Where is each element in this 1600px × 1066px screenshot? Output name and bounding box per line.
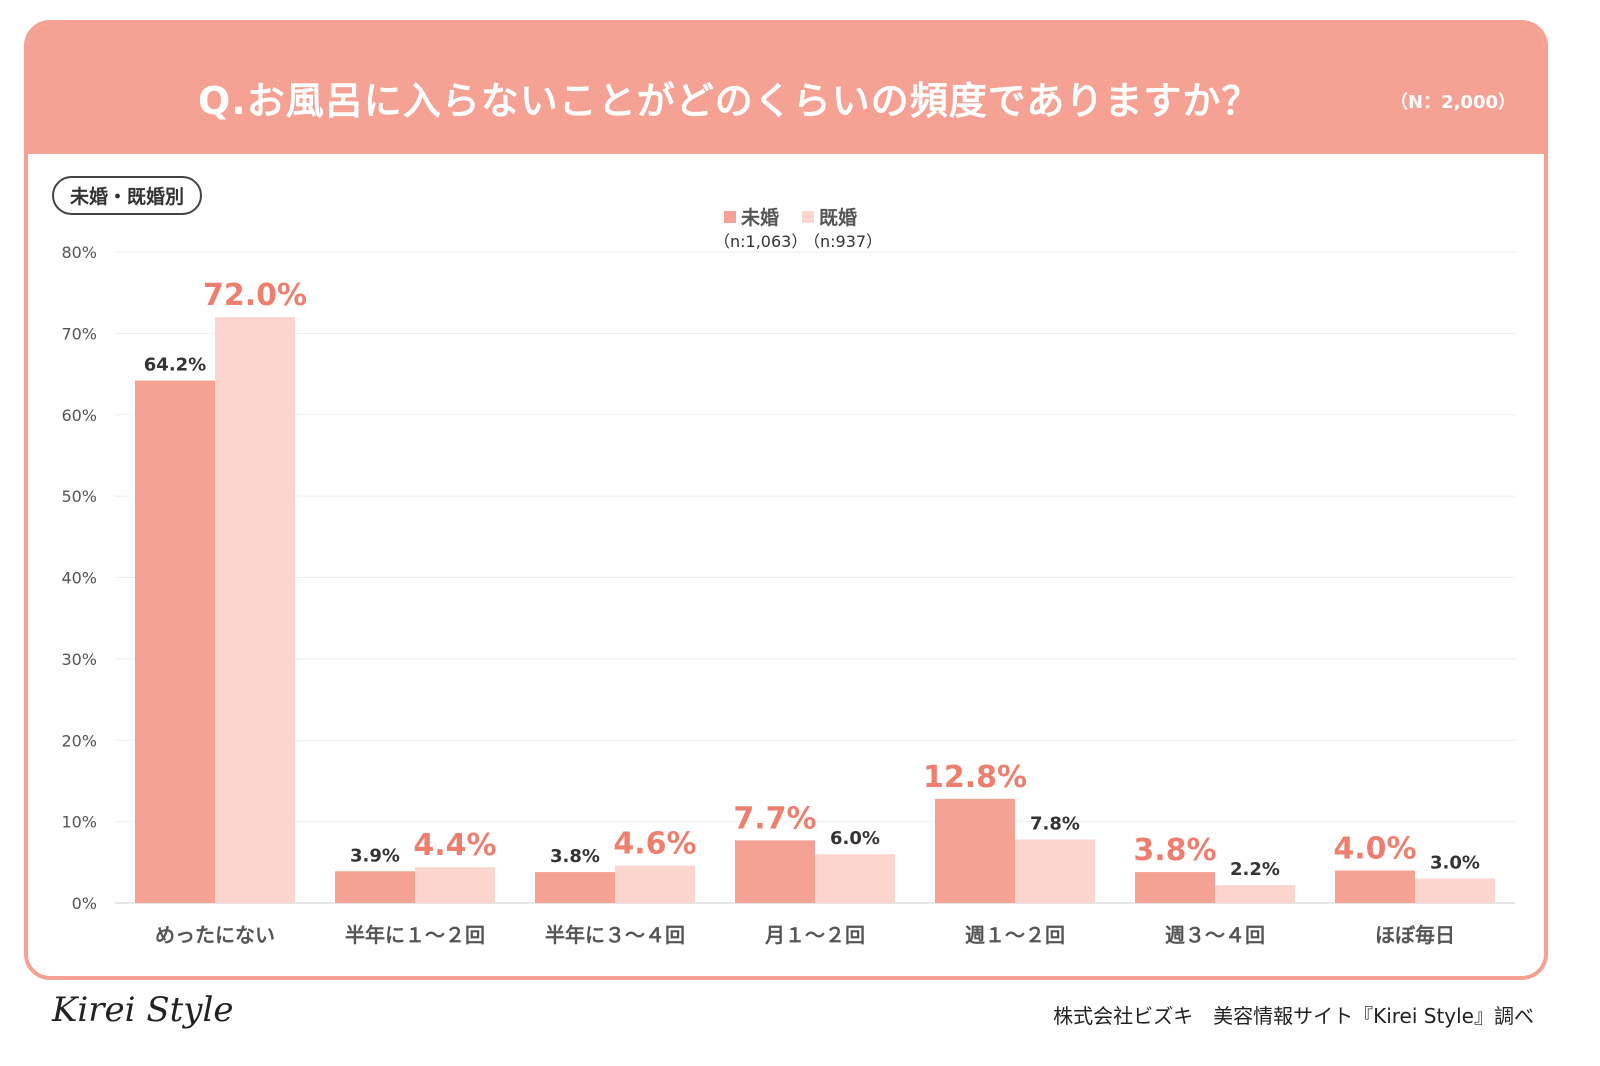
bar-unmarried (1135, 872, 1215, 903)
bar-married (215, 317, 295, 904)
segment-badge: 未婚・既婚別 (52, 176, 203, 215)
y-tick-label: 30% (61, 650, 97, 669)
x-tick-label: ほぼ毎日 (1375, 923, 1455, 947)
data-label: 4.0% (1333, 831, 1416, 866)
data-label: 3.9% (350, 845, 400, 866)
data-label: 72.0% (203, 278, 307, 313)
y-tick-label: 60% (61, 406, 97, 425)
data-label: 7.7% (733, 801, 816, 836)
y-tick-label: 70% (61, 324, 97, 343)
data-label: 2.2% (1230, 859, 1280, 880)
y-tick-label: 50% (61, 487, 97, 506)
kirei-style-logo: Kirei Style (52, 990, 234, 1030)
y-tick-label: 0% (72, 894, 97, 913)
data-label: 4.4% (413, 828, 496, 863)
data-label: 3.8% (1133, 833, 1216, 868)
legend-n: （n:1,063） (714, 232, 807, 251)
data-label: 6.0% (830, 828, 880, 849)
x-tick-label: 半年に１～２回 (345, 923, 485, 947)
y-tick-label: 40% (61, 569, 97, 588)
header-banner: Q.お風呂に入らないことがどのくらいの頻度でありますか？ （N：2,000） (28, 24, 1544, 154)
x-tick-label: 週３～４回 (1165, 923, 1265, 947)
bar-married (1415, 878, 1495, 903)
bar-unmarried (735, 840, 815, 903)
bar-married (1015, 839, 1095, 903)
legend-label: 未婚 (740, 206, 779, 229)
x-tick-label: 月１～２回 (764, 923, 865, 947)
source-credit: 株式会社ビズキ 美容情報サイト『Kirei Style』調べ (1053, 1004, 1534, 1028)
legend-label: 既婚 (819, 206, 857, 229)
bar-unmarried (335, 871, 415, 903)
y-tick-label: 80% (61, 243, 97, 262)
sample-size: （N：2,000） (1390, 92, 1516, 113)
bar-unmarried (935, 798, 1015, 903)
bar-married (815, 854, 895, 903)
data-label: 7.8% (1030, 814, 1080, 835)
bar-unmarried (1335, 870, 1415, 903)
y-tick-label: 20% (61, 731, 97, 750)
legend-swatch (802, 211, 814, 223)
data-label: 4.6% (613, 827, 696, 862)
bar-married (615, 865, 695, 903)
y-tick-label: 10% (61, 813, 97, 832)
legend-n: （n:937） (804, 232, 882, 251)
chart-title: Q.お風呂に入らないことがどのくらいの頻度でありますか？ (198, 79, 1261, 123)
bar-unmarried (535, 872, 615, 903)
bar-unmarried (135, 380, 215, 903)
bar-married (415, 867, 495, 903)
data-label: 3.0% (1430, 853, 1480, 874)
bar-married (1215, 885, 1295, 903)
data-label: 12.8% (923, 760, 1027, 795)
data-label: 3.8% (550, 846, 600, 867)
x-tick-label: 半年に３～４回 (545, 923, 685, 947)
x-tick-label: めったにない (155, 923, 275, 947)
x-tick-label: 週１～２回 (965, 923, 1065, 947)
data-label: 64.2% (144, 355, 206, 376)
legend-swatch (724, 211, 736, 223)
